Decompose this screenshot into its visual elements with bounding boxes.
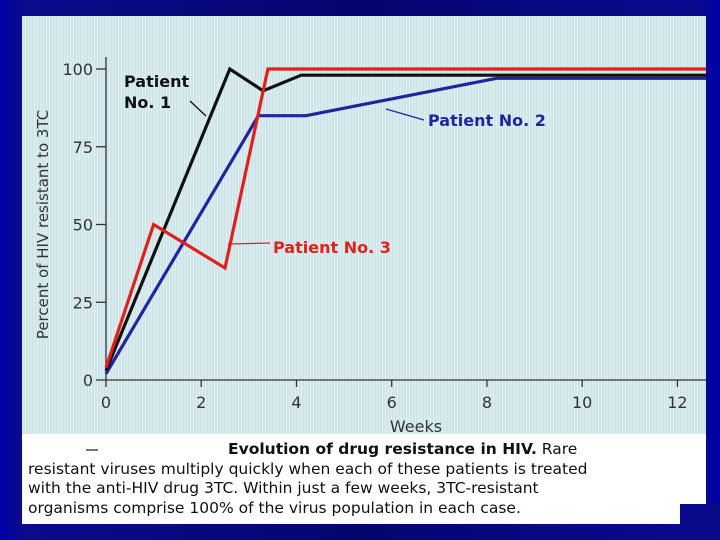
resistance-line-chart: 0 25 50 75 100 0 2 4 6 8 10 12 Weeks Percent of HIV r…	[34, 57, 706, 434]
series-label-3-leader	[227, 242, 271, 245]
axes-layer: 0 25 50 75 100 0 2 4 6 8 10 12 Weeks Percent of HIV r…	[34, 57, 706, 434]
series-label-3: Patient No. 3	[273, 238, 391, 257]
label-layer: Patient No. 1 Patient No. 2 Patient No. 3	[124, 72, 546, 257]
series-label-1-leader	[189, 100, 207, 117]
slide-corner	[680, 504, 720, 540]
plot-background	[22, 16, 706, 434]
caption-line-3: with the anti-HIV drug 3TC. Within just …	[28, 479, 539, 497]
x-tick-label-5: 10	[572, 393, 592, 412]
caption-title: Evolution of drug resistance in HIV.	[228, 440, 537, 458]
figure-caption: Evolution of drug resistance in HIV. Rar…	[28, 440, 704, 518]
x-axis-title: Weeks	[390, 417, 442, 434]
series-line-2	[104, 76, 706, 375]
y-tick-label-4: 100	[62, 60, 93, 79]
caption-line-2: resistant viruses multiply quickly when …	[28, 459, 588, 478]
y-axis-title: Percent of HIV resistant to 3TC	[34, 110, 52, 339]
x-tick-label-4: 8	[482, 393, 492, 412]
series-line-3	[104, 67, 706, 369]
series-label-2-leader	[385, 108, 425, 121]
series-label-2: Patient No. 2	[428, 111, 546, 130]
caption-dash	[86, 448, 98, 451]
series-layer	[104, 66, 706, 375]
caption-line-1: Rare	[541, 440, 578, 458]
x-tick-label-3: 6	[387, 393, 397, 412]
y-tick-label-1: 25	[73, 293, 93, 312]
y-tick-label-2: 50	[73, 216, 93, 235]
caption-line-4: organisms comprise 100% of the virus pop…	[28, 498, 521, 517]
x-tick-label-1: 2	[196, 393, 206, 412]
x-tick-label-6: 12	[667, 393, 687, 412]
figure-panel: 0 25 50 75 100 0 2 4 6 8 10 12 Weeks Percent of HIV r…	[22, 16, 706, 524]
x-tick-label-2: 4	[291, 393, 301, 412]
x-tick-label-0: 0	[101, 393, 111, 412]
y-tick-label-0: 0	[83, 371, 93, 390]
series-label-1-line-2: No. 1	[124, 93, 171, 112]
series-label-1-line-1: Patient	[124, 72, 189, 91]
y-tick-label-3: 75	[73, 138, 93, 157]
